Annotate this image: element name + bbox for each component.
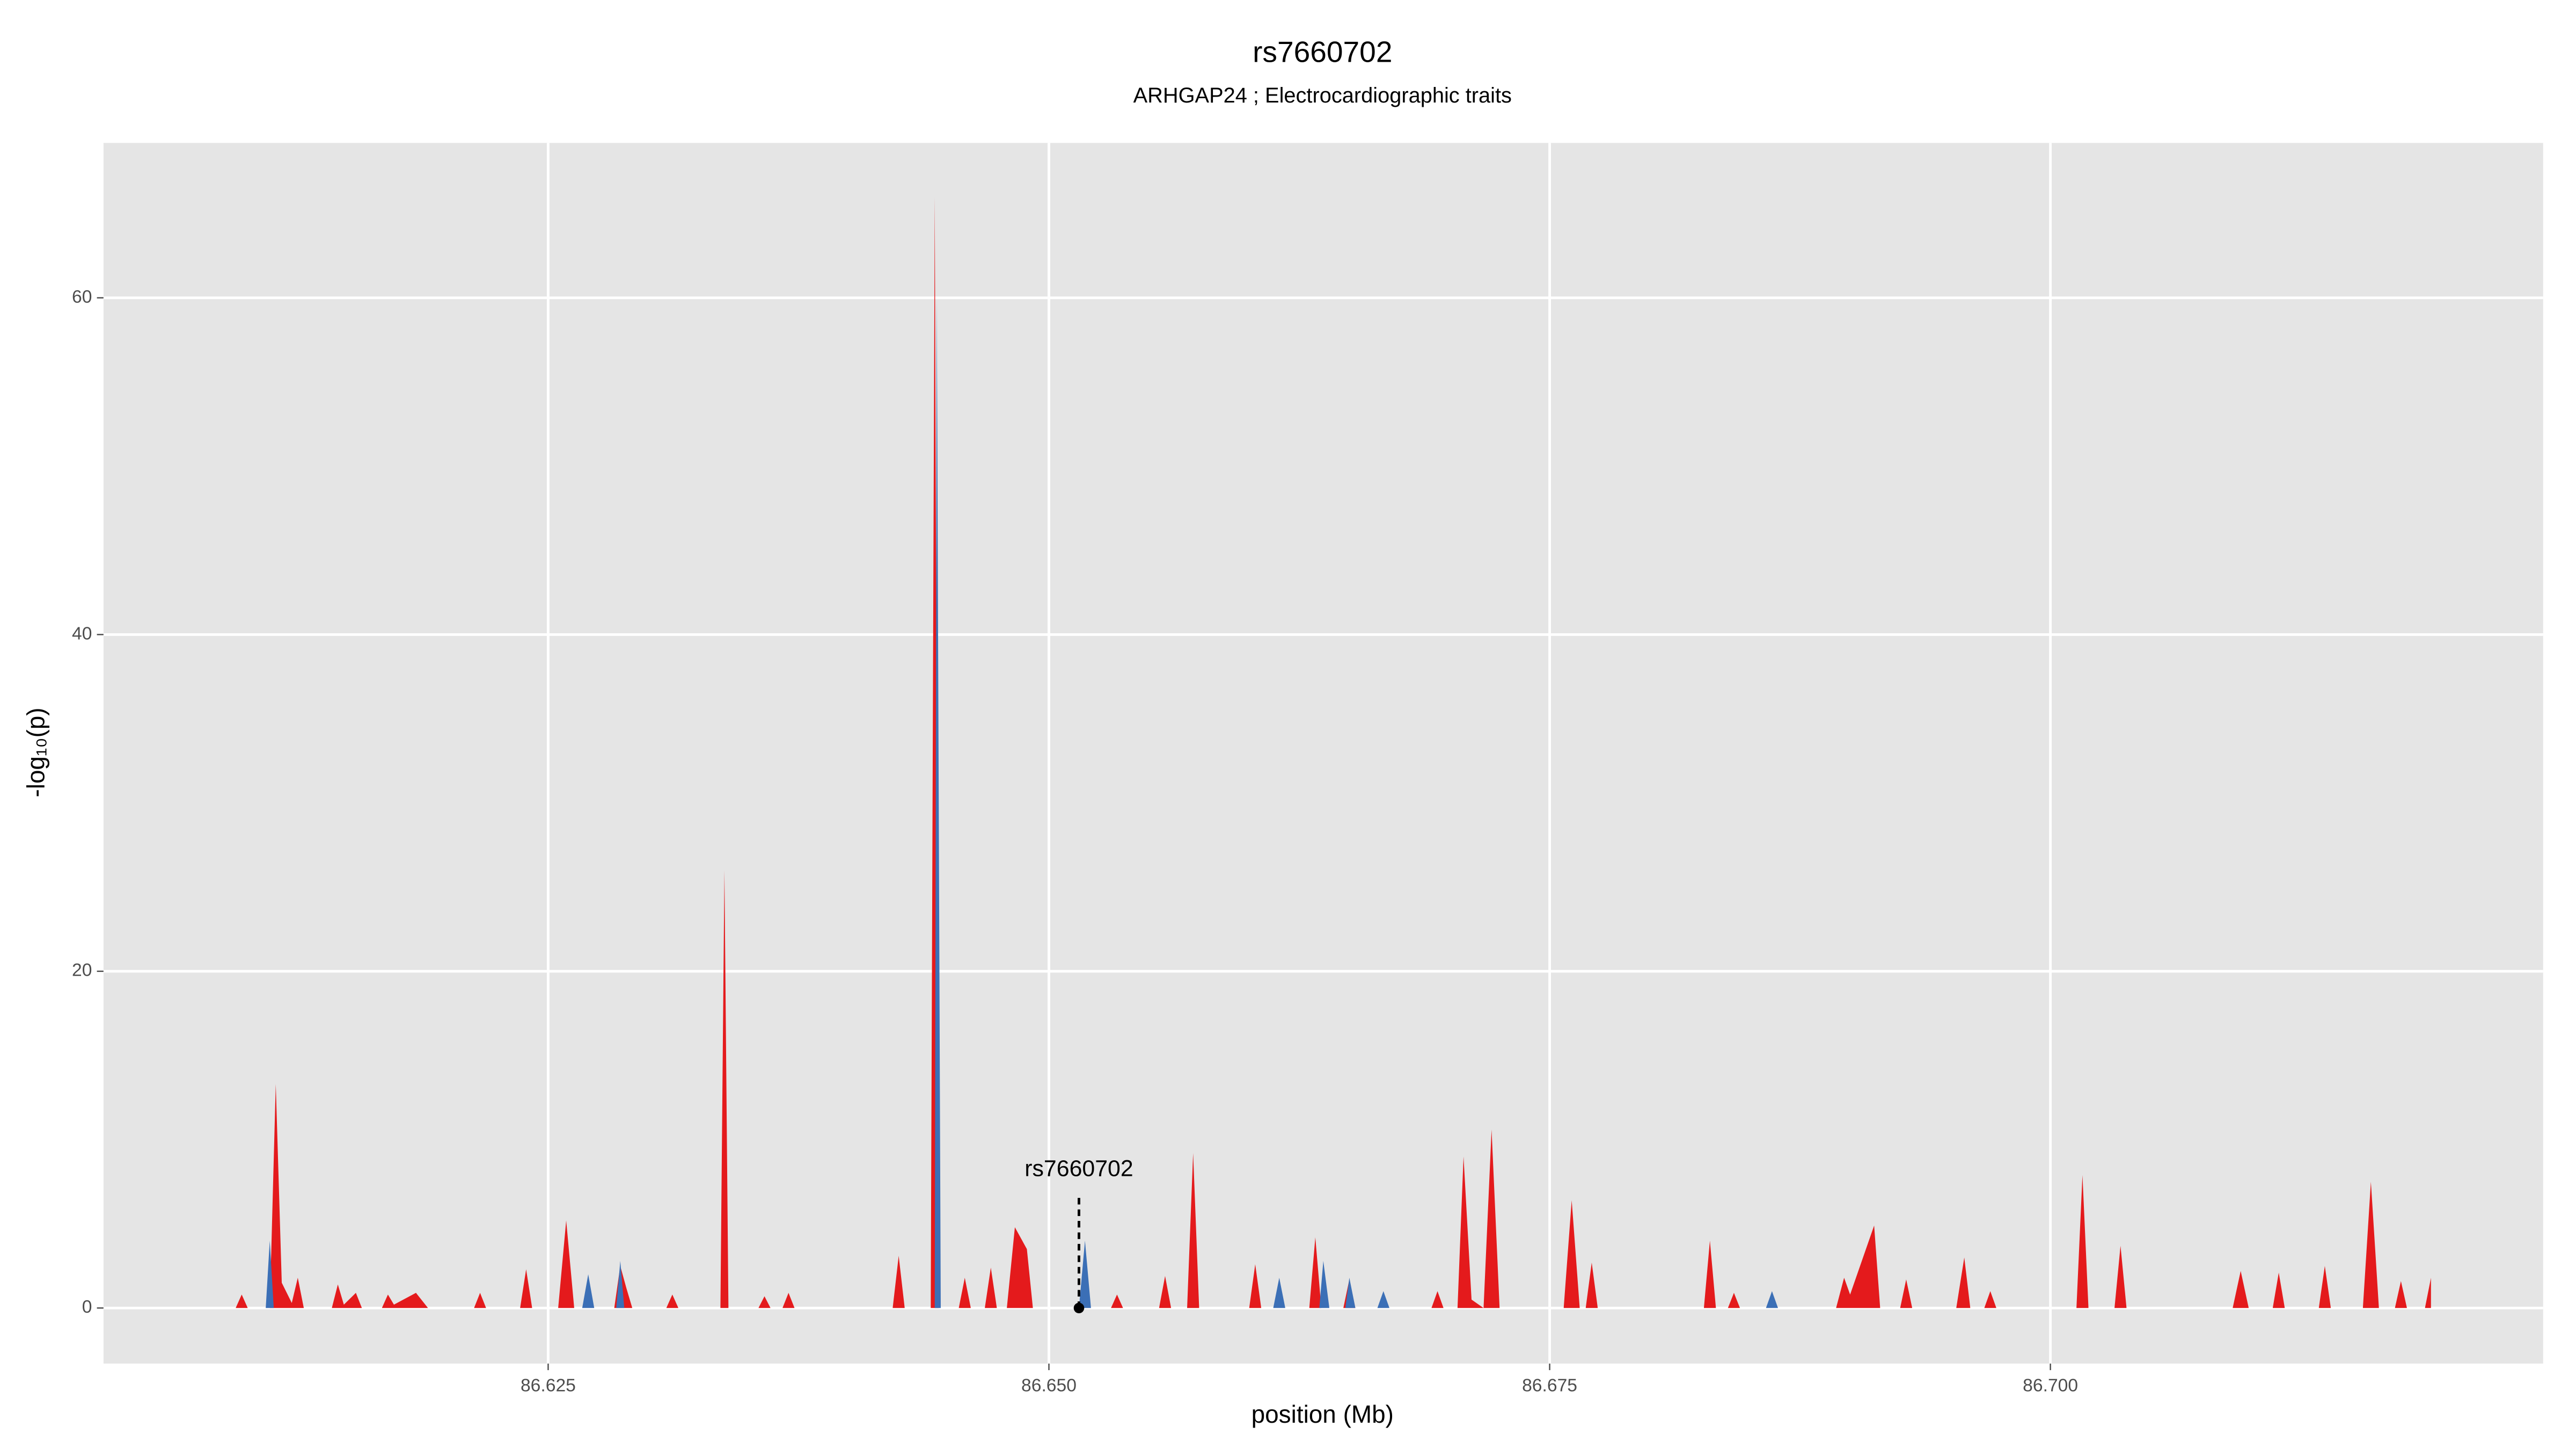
plot-panel xyxy=(103,143,2543,1364)
annotation-label: rs7660702 xyxy=(1024,1155,1133,1181)
annotation-point xyxy=(1073,1302,1085,1314)
x-tick-label: 86.675 xyxy=(1522,1376,1577,1396)
x-tick-label: 86.650 xyxy=(1021,1376,1077,1396)
y-tick-label: 60 xyxy=(72,287,92,307)
chart-title: rs7660702 xyxy=(1253,35,1392,69)
chart-subtitle: ARHGAP24 ; Electrocardiographic traits xyxy=(1133,84,1512,107)
y-tick-label: 0 xyxy=(82,1297,92,1317)
grid xyxy=(103,143,2543,1364)
x-tick-label: 86.625 xyxy=(521,1376,576,1396)
y-tick-label: 20 xyxy=(72,961,92,980)
y-tick-label: 40 xyxy=(72,624,92,643)
x-axis-label: position (Mb) xyxy=(1252,1400,1394,1428)
axes: 0 20 40 60 86.625 86.650 86.675 86.700 xyxy=(72,287,2078,1396)
marks: rs7660702 xyxy=(207,196,2431,1314)
x-tick-label: 86.700 xyxy=(2023,1376,2078,1396)
y-axis-label: -log₁₀(p) xyxy=(22,707,50,797)
